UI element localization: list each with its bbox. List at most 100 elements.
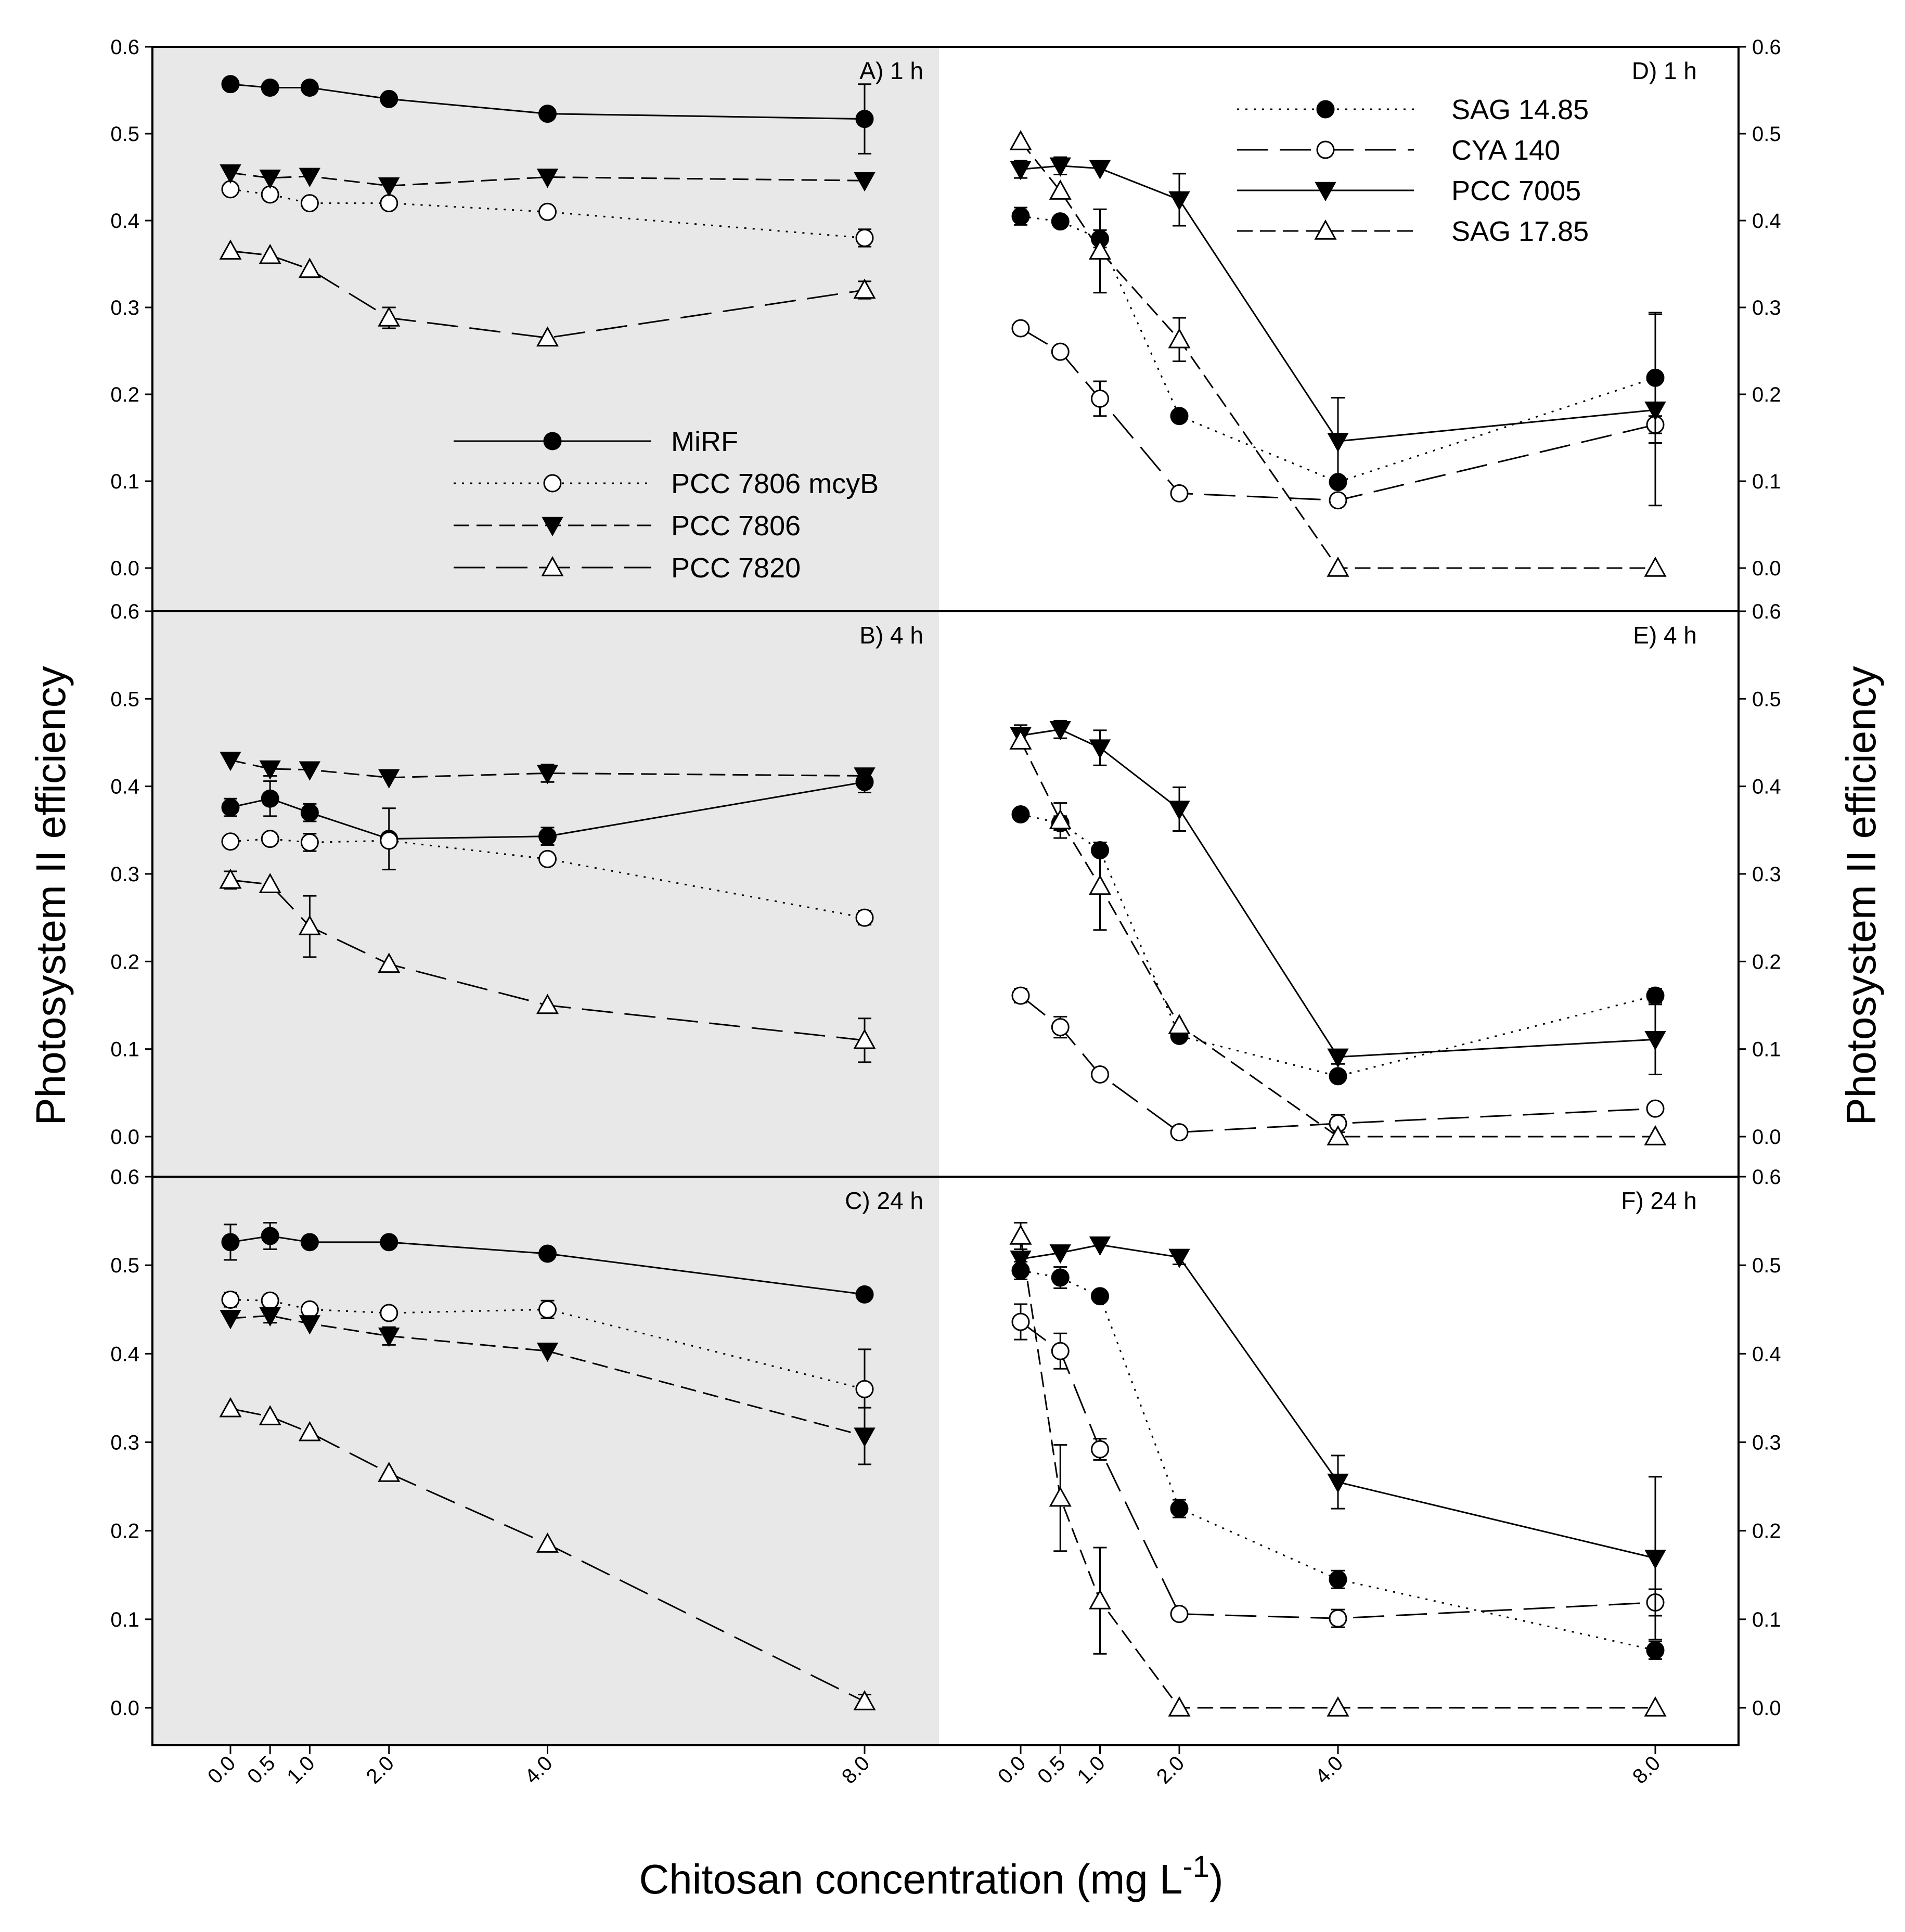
y-tick-label: 0.1 [110,1608,139,1631]
panel-title: F) 24 h [1621,1187,1697,1214]
data-point [380,1304,398,1322]
data-point [300,1233,319,1252]
data-point [855,908,874,927]
data-point [220,164,241,184]
legend-marker [1315,182,1336,202]
data-point [1327,1048,1349,1068]
data-point [300,78,319,97]
x-tick-label: 8.0 [838,1751,874,1788]
data-point [259,760,281,780]
data-point [298,1421,321,1441]
series-sag-1785 [1009,729,1667,1145]
data-point [1010,1251,1032,1270]
y-tick-label: 0.4 [1752,1343,1781,1366]
x-tick-label: 0.5 [1033,1751,1070,1788]
data-point [1089,739,1111,759]
legend-marker [541,556,564,576]
series-cya-140 [1011,986,1665,1142]
legend-label: SAG 17.85 [1451,216,1589,247]
data-point [1170,407,1189,426]
data-point [1329,1067,1347,1086]
x-axis-label-main: Chitosan concentration (mg L [639,1856,1182,1902]
y-axis-ticks: 0.0 0.1 0.2 0.3 0.4 0.5 0.6 [1739,36,1781,580]
panel-background [152,47,939,611]
y-tick-label: 0.2 [110,383,139,406]
data-point [380,1233,398,1252]
data-point [220,751,241,771]
y-tick-label: 0.3 [110,1432,139,1454]
data-point [378,952,401,973]
x-tick-label: 2.0 [1152,1751,1189,1788]
x-tick-label: 2.0 [362,1751,398,1788]
y-tick-label: 0.5 [1752,688,1781,711]
data-point [536,1532,559,1553]
series-mirf [221,1221,874,1304]
series-pcc-7806-mcyb [221,1291,874,1430]
y-tick-label: 0.1 [1752,1038,1781,1061]
x-tick-label: 8.0 [1628,1751,1665,1788]
data-point [299,1315,321,1335]
data-point [221,75,240,94]
series-pcc-7806-mcyb [221,830,874,927]
data-point [1168,801,1190,820]
legend-label: PCC 7005 [1451,175,1581,207]
y-tick-label: 0.0 [110,557,139,580]
legend-entry: CYA 140 [1237,135,1560,166]
y-tick-label: 0.2 [110,1520,139,1543]
y-tick-label: 0.1 [110,470,139,493]
y-tick-label: 0.3 [110,297,139,319]
data-point [378,1461,401,1482]
y-tick-label: 0.0 [110,1697,139,1720]
data-point [1051,212,1070,231]
data-point [261,830,279,848]
panel-title: B) 4 h [859,622,923,649]
legend-marker [542,517,563,537]
data-point [1049,809,1072,830]
series-line [230,1315,865,1437]
panel-title: A) 1 h [859,57,923,84]
data-point [1009,130,1032,150]
legend-label: PCC 7806 [671,510,801,542]
series-sag-1785 [1009,1221,1667,1717]
data-point [1168,328,1191,349]
data-point [854,1427,876,1447]
data-point [1170,1605,1189,1624]
data-point [1088,239,1112,260]
panel-title: D) 1 h [1632,57,1697,84]
panel-B: 0.0 0.1 0.2 0.3 0.4 0.5 0.6 B) 4 h [110,600,939,1177]
legend-label: CYA 140 [1451,135,1560,166]
data-point [221,1291,240,1309]
legend-entry: MiRF [454,426,738,457]
y-tick-label: 0.6 [1752,600,1781,623]
panel-background [152,611,939,1177]
x-axis-label: Chitosan concentration (mg L-1) [639,1850,1223,1902]
data-point [299,761,321,781]
data-point [298,915,321,935]
series-line [230,172,865,187]
panel-C: 0.0 0.1 0.2 0.3 0.4 0.5 0.6 C) 24 h [110,1166,939,1745]
data-point [380,194,398,213]
series-pcc-7005 [1010,156,1666,507]
series-sag-1785 [1009,130,1667,577]
data-point [1327,1125,1349,1145]
y-tick-label: 0.6 [110,600,139,623]
legend-marker [1314,219,1337,240]
x-tick-label: 4.0 [520,1751,557,1788]
legend-right: SAG 14.85 CYA 140 PCC 7005 SAG 17.85 [1237,94,1589,247]
y-tick-label: 0.6 [110,36,139,59]
data-point [1644,1031,1666,1051]
data-point [378,769,400,789]
panel-title: E) 4 h [1633,622,1697,649]
legend-entry: PCC 7806 [454,510,801,542]
y-tick-label: 0.3 [1752,1432,1781,1454]
y-tick-label: 0.1 [110,1038,139,1061]
data-point [299,168,321,187]
panel-F: 0.0 0.1 0.2 0.3 0.4 0.5 0.6 F) 24 h [939,1166,1781,1745]
data-point [1644,1696,1667,1717]
data-point [853,278,876,299]
series-sag-1485 [1011,1260,1665,1660]
data-point [1011,805,1030,824]
series-line [1020,728,1656,1058]
data-point [219,868,242,889]
y-tick-label: 0.6 [110,1166,139,1189]
